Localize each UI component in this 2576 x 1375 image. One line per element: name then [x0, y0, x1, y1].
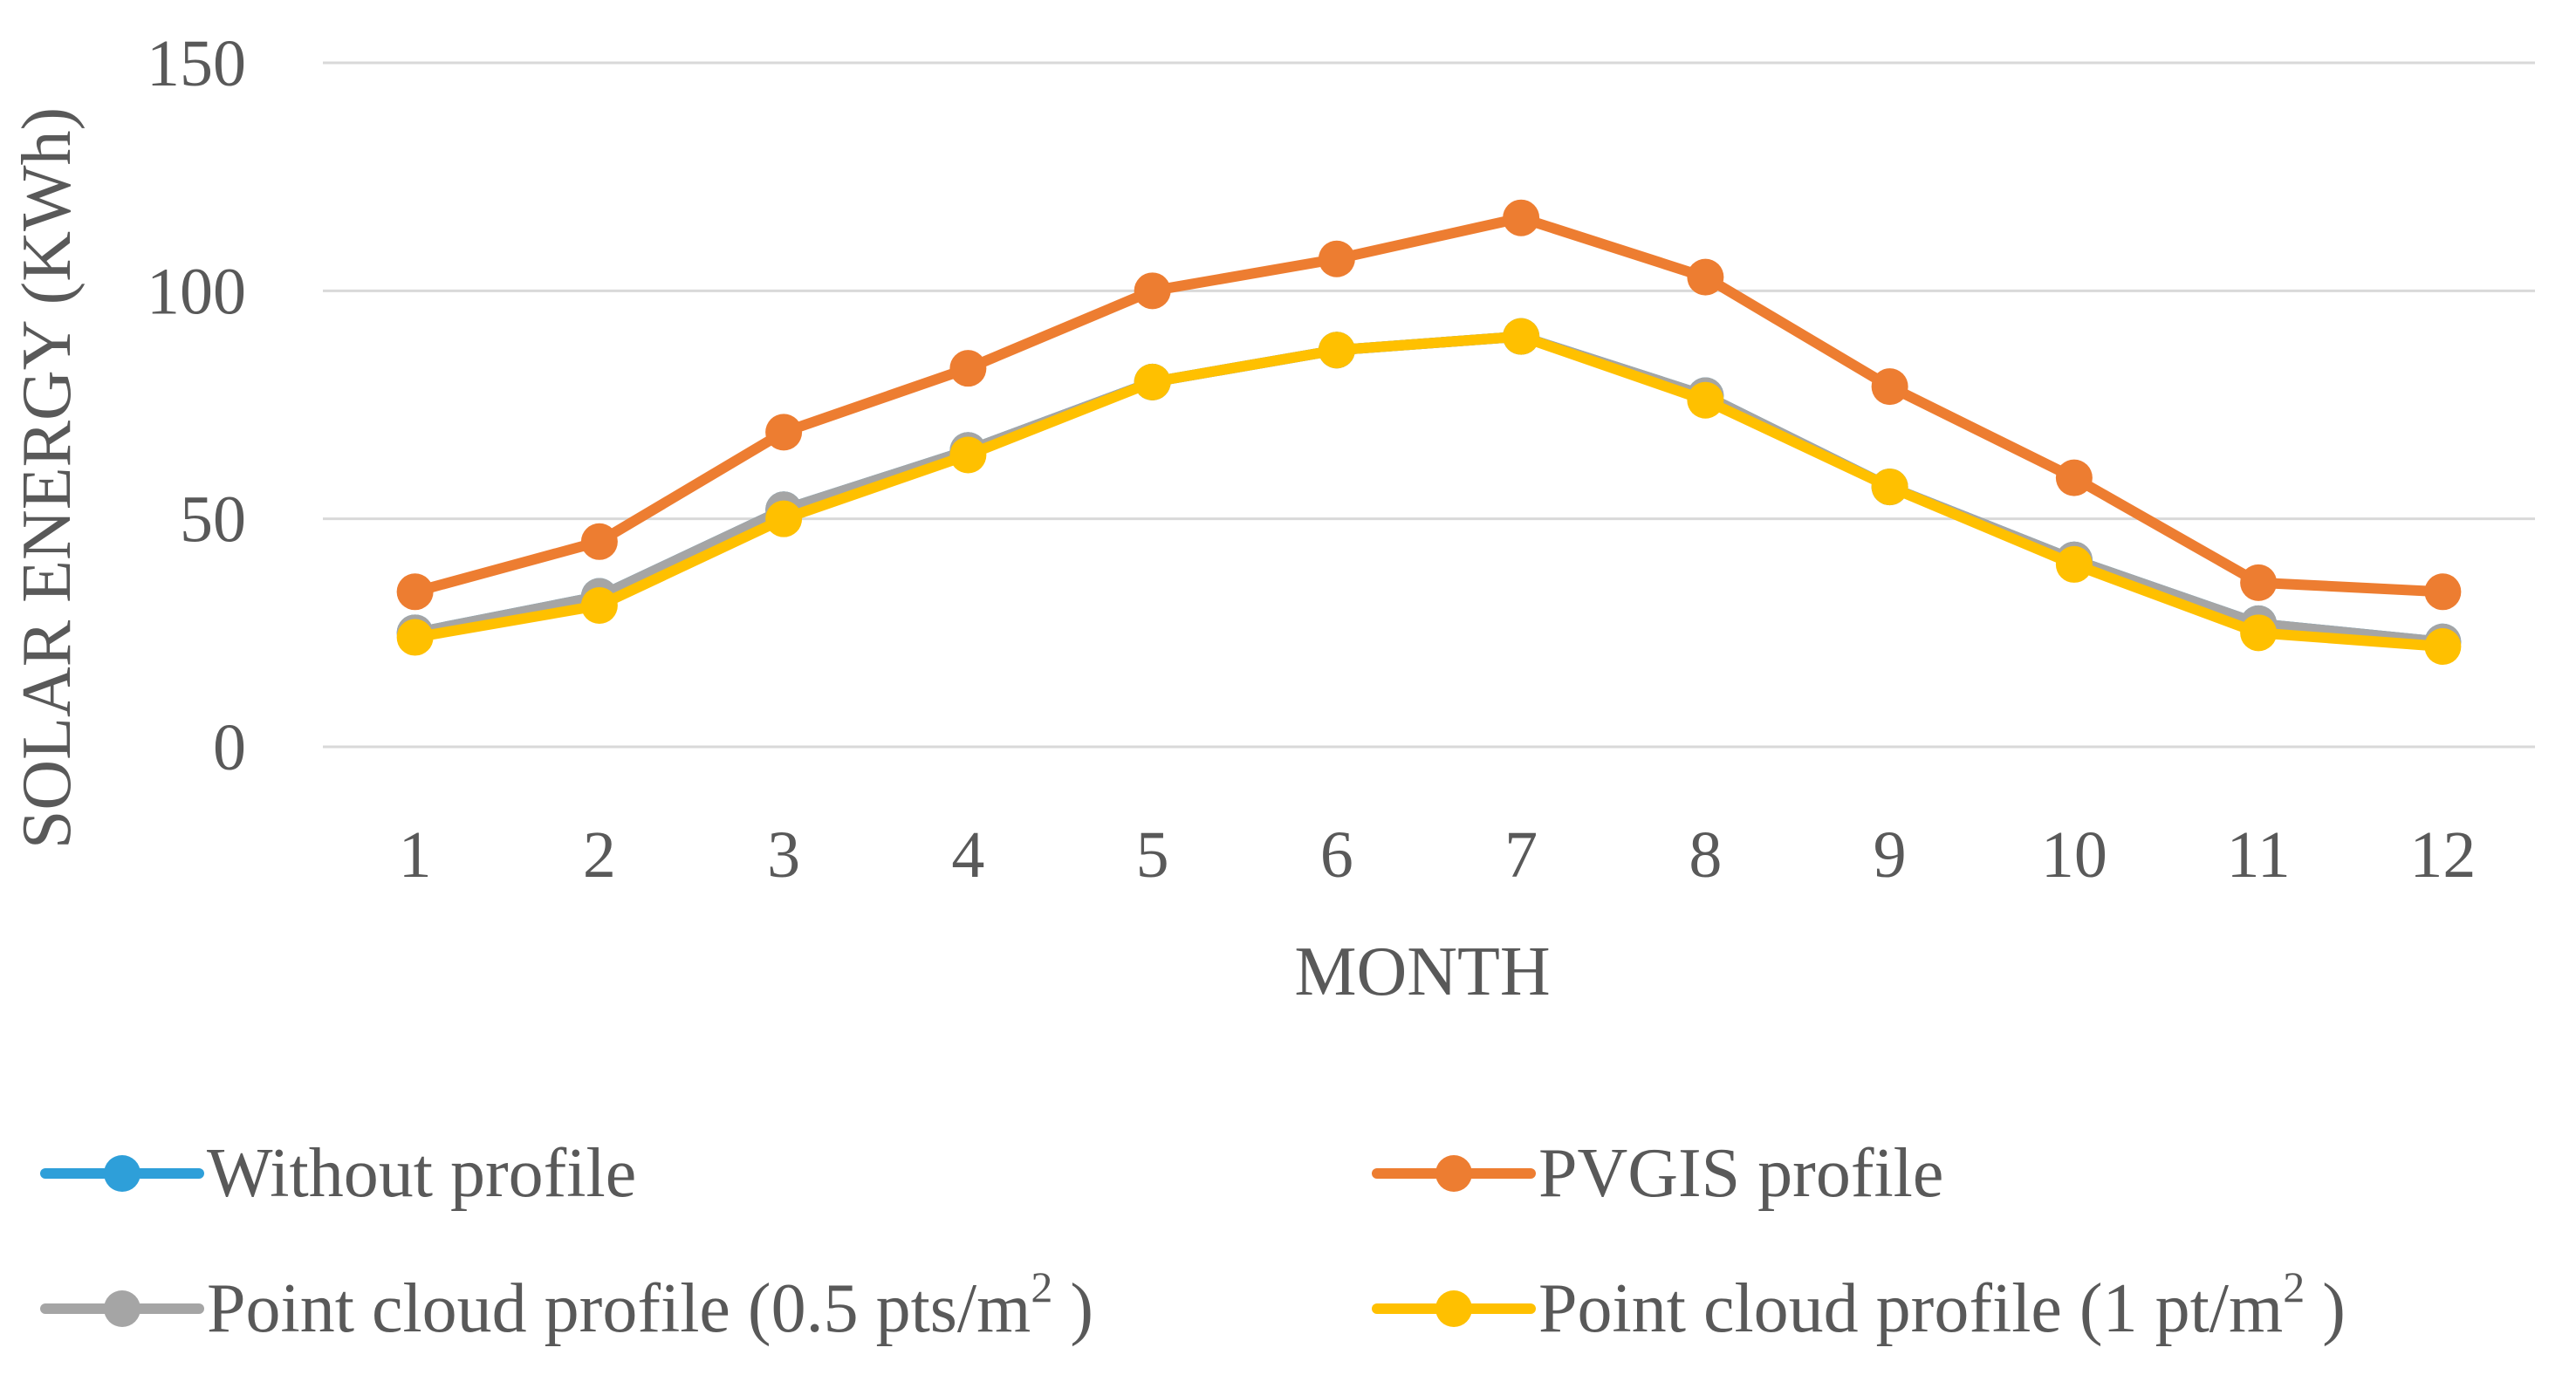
legend-label-superscript: 2 — [1031, 1262, 1052, 1311]
legend-label: Point cloud profile (0.5 pts/m2 ) — [207, 1262, 1093, 1347]
legend-swatch-marker — [104, 1290, 140, 1327]
data-point — [765, 500, 803, 537]
legend-swatch-marker — [1435, 1290, 1472, 1327]
data-point — [1871, 368, 1908, 406]
x-axis-ticks: 1 2 3 4 5 6 7 8 9 10 11 12 — [399, 818, 2477, 892]
data-point — [1687, 258, 1724, 296]
x-tick-label: 8 — [1689, 818, 1722, 892]
gridlines — [323, 61, 2535, 749]
series-line — [409, 212, 2449, 598]
x-tick-label: 6 — [1320, 818, 1353, 892]
y-tick-label: 0 — [213, 711, 246, 784]
data-point — [1318, 240, 1355, 277]
series-line — [409, 331, 2449, 653]
legend-item-1: Without profile — [40, 1135, 636, 1212]
x-tick-label: 7 — [1504, 818, 1538, 892]
data-point — [765, 414, 803, 451]
legend-item-3: Point cloud profile (0.5 pts/m2 ) — [40, 1262, 1093, 1347]
series-line — [409, 331, 2449, 647]
y-tick-label: 100 — [147, 255, 246, 328]
legend-label: PVGIS profile — [1538, 1135, 1943, 1212]
x-tick-label: 11 — [2227, 818, 2291, 892]
legend-label-text: PVGIS profile — [1538, 1135, 1943, 1212]
legend-swatch-marker — [1435, 1155, 1472, 1192]
data-point — [1134, 272, 1171, 310]
x-tick-label: 2 — [583, 818, 616, 892]
data-point — [2240, 614, 2278, 652]
y-tick-label: 150 — [147, 27, 246, 100]
data-point — [2424, 573, 2462, 611]
data-point — [580, 586, 618, 624]
legend-label-text: Without profile — [207, 1135, 636, 1212]
data-point — [2424, 628, 2462, 666]
legend-label-text: Point cloud profile (0.5 pts/m — [207, 1270, 1031, 1347]
series-group — [396, 199, 2462, 666]
y-axis-ticks: 0 50 100 150 — [147, 27, 246, 784]
data-point — [949, 350, 987, 387]
legend-item-4: Point cloud profile (1 pt/m2 ) — [1372, 1262, 2346, 1347]
data-point — [1134, 363, 1171, 400]
x-tick-label: 12 — [2409, 818, 2476, 892]
data-point — [949, 436, 987, 474]
legend-label-text: Point cloud profile (1 pt/m — [1538, 1270, 2283, 1347]
data-point — [396, 619, 434, 656]
data-point — [580, 523, 618, 560]
series-line — [409, 331, 2449, 647]
legend-label-suffix: ) — [1052, 1270, 1093, 1347]
x-tick-label: 1 — [399, 818, 432, 892]
data-point — [1318, 332, 1355, 369]
x-tick-label: 5 — [1136, 818, 1169, 892]
data-point — [2055, 545, 2093, 583]
series-3 — [396, 318, 2462, 660]
data-point — [1503, 199, 1540, 236]
data-point — [1871, 469, 1908, 506]
legend: Without profile PVGIS profile Point cloud … — [40, 1135, 2346, 1347]
x-tick-label: 3 — [767, 818, 800, 892]
y-tick-label: 50 — [180, 483, 246, 557]
legend-label-superscript: 2 — [2283, 1262, 2305, 1311]
series-4 — [396, 318, 2462, 666]
series-1 — [396, 318, 2462, 660]
legend-label: Point cloud profile (1 pt/m2 ) — [1538, 1262, 2346, 1347]
legend-label: Without profile — [207, 1135, 636, 1212]
x-tick-label: 4 — [951, 818, 984, 892]
legend-item-2: PVGIS profile — [1372, 1135, 1943, 1212]
legend-swatch-marker — [104, 1155, 140, 1192]
x-tick-label: 10 — [2041, 818, 2107, 892]
x-tick-label: 9 — [1874, 818, 1907, 892]
data-point — [1687, 381, 1724, 419]
legend-label-suffix: ) — [2305, 1270, 2346, 1347]
data-point — [2055, 459, 2093, 496]
data-point — [2240, 564, 2278, 601]
data-point — [1503, 318, 1540, 355]
x-axis-title: MONTH — [1294, 934, 1550, 1010]
data-point — [396, 573, 434, 611]
series-2 — [396, 199, 2462, 611]
y-axis-title: SOLAR ENERGY (KWh) — [9, 107, 86, 849]
